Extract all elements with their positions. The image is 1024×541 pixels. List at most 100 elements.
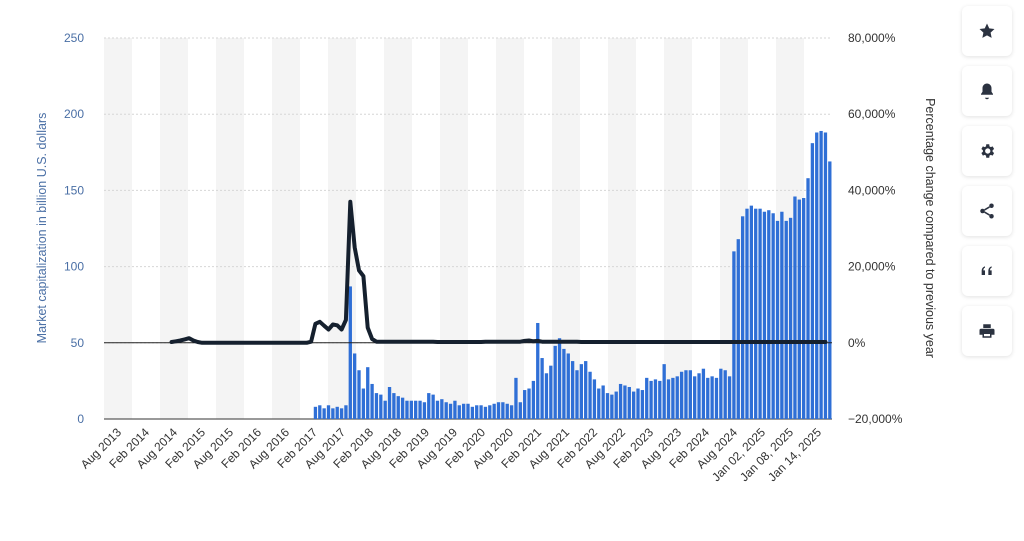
- star-icon: [979, 23, 995, 38]
- favorite-button[interactable]: [962, 6, 1012, 56]
- bar: [610, 394, 614, 419]
- background-band: [608, 38, 636, 419]
- bar: [457, 405, 461, 419]
- bar: [570, 361, 575, 419]
- bar: [461, 403, 466, 419]
- right-tick-label: 60,000%: [848, 107, 896, 121]
- bar: [706, 377, 710, 419]
- bar: [784, 220, 788, 419]
- bar: [553, 345, 557, 419]
- bar: [483, 406, 488, 419]
- bar: [684, 370, 688, 419]
- bar: [762, 211, 767, 419]
- background-band: [216, 38, 244, 419]
- bar: [575, 370, 579, 419]
- bar: [505, 403, 509, 419]
- bar: [740, 216, 745, 419]
- gear-icon: [981, 144, 995, 158]
- bar: [640, 390, 645, 419]
- bar: [470, 406, 475, 419]
- cite-button[interactable]: [962, 246, 1012, 296]
- bar: [806, 178, 810, 419]
- bar: [453, 400, 457, 419]
- bar: [379, 394, 383, 419]
- settings-button[interactable]: [962, 126, 1012, 176]
- bar: [719, 368, 723, 419]
- bar: [448, 403, 453, 419]
- bar: [627, 386, 631, 419]
- bar: [427, 393, 431, 419]
- bar: [566, 353, 570, 419]
- side-toolbar: [962, 6, 1014, 366]
- bar: [802, 198, 806, 419]
- bar: [723, 370, 727, 419]
- notification-button[interactable]: [962, 66, 1012, 116]
- right-tick-label: 20,000%: [848, 260, 896, 274]
- bar: [339, 408, 344, 419]
- bar: [400, 397, 405, 419]
- bar: [605, 393, 610, 419]
- bar: [701, 368, 706, 419]
- bar: [392, 393, 396, 419]
- bar: [335, 406, 339, 419]
- chart: 0 50 100 150 200 250 −20,000% 0% 20,000% 40,000%…: [35, 31, 937, 484]
- left-tick-label: 0: [77, 412, 84, 426]
- bar: [592, 379, 597, 419]
- bar: [749, 205, 754, 419]
- bar: [597, 388, 601, 419]
- bar: [797, 199, 801, 419]
- share-button[interactable]: [962, 186, 1012, 236]
- bar: [353, 353, 357, 419]
- bar: [357, 370, 361, 419]
- chart-svg: 0 50 100 150 200 250 −20,000% 0% 20,000% 40,000%…: [35, 31, 937, 484]
- bar: [675, 376, 679, 419]
- bar: [688, 370, 692, 419]
- bar: [405, 400, 409, 419]
- bar: [649, 380, 653, 419]
- right-tick-label: −20,000%: [848, 412, 903, 426]
- bar: [479, 405, 483, 419]
- left-tick-label: 50: [71, 336, 85, 350]
- line-path: [169, 199, 828, 345]
- background-bands: [104, 38, 804, 419]
- bar: [348, 286, 352, 419]
- bar: [540, 358, 544, 419]
- right-tick-label: 40,000%: [848, 183, 896, 197]
- right-tick-label: 80,000%: [848, 31, 896, 45]
- bar: [557, 338, 562, 419]
- bar: [527, 388, 531, 419]
- bar: [318, 405, 322, 419]
- bar: [601, 385, 605, 419]
- bar: [697, 373, 701, 419]
- bar: [536, 322, 540, 419]
- bar: [767, 210, 771, 419]
- bar: [361, 388, 366, 419]
- bar: [679, 371, 684, 419]
- print-button[interactable]: [962, 306, 1012, 356]
- left-axis-ticks: 0 50 100 150 200 250: [64, 31, 84, 426]
- left-tick-label: 200: [64, 107, 84, 121]
- bar: [645, 377, 649, 419]
- bar: [636, 388, 640, 419]
- bar: [810, 143, 815, 419]
- left-axis-title: Market capitalization in billion U.S. do…: [35, 113, 49, 344]
- bar: [422, 402, 427, 419]
- bar: [823, 132, 828, 419]
- bar: [466, 403, 470, 419]
- bar: [331, 408, 335, 419]
- bar: [736, 239, 740, 419]
- bar: [440, 399, 444, 419]
- bar: [531, 380, 536, 419]
- bar: [775, 220, 780, 419]
- background-band: [384, 38, 412, 419]
- bar: [523, 390, 527, 419]
- bar: [671, 377, 675, 419]
- bar: [418, 400, 422, 419]
- bar: [514, 377, 518, 419]
- bar: [693, 376, 697, 419]
- bar: [322, 408, 326, 419]
- bar: [727, 376, 732, 419]
- quote-icon: [981, 266, 992, 275]
- bar: [492, 403, 496, 419]
